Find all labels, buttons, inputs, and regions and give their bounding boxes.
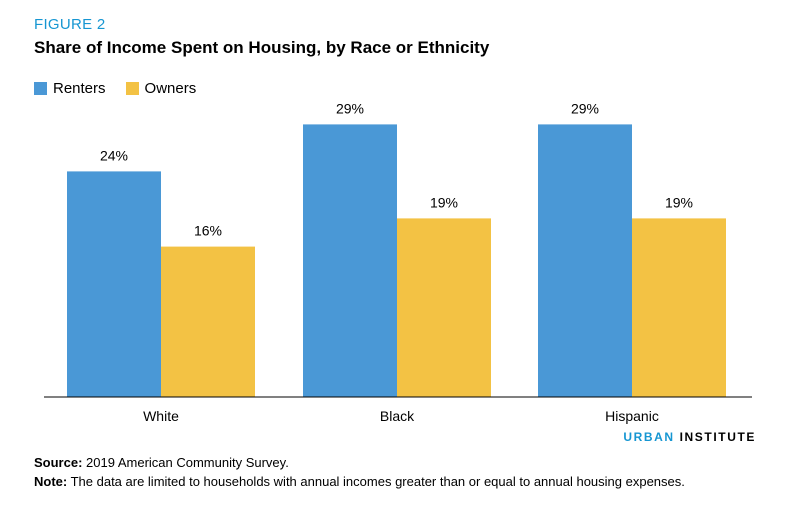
bar-renters-white xyxy=(67,171,161,397)
data-label-renters-black: 29% xyxy=(336,100,364,116)
source-note: Source: 2019 American Community Survey. xyxy=(34,453,774,472)
data-label-owners-white: 16% xyxy=(194,223,222,239)
bar-renters-black xyxy=(303,124,397,398)
bar-owners-black xyxy=(397,218,491,397)
note-text: The data are limited to households with … xyxy=(67,474,685,489)
data-label-renters-hispanic: 29% xyxy=(571,100,599,116)
data-label-owners-black: 19% xyxy=(430,194,458,210)
legend-label-owners: Owners xyxy=(144,80,197,97)
source-label: Source: xyxy=(34,455,83,470)
legend-swatch-renters xyxy=(34,82,47,95)
x-tick-label-black: Black xyxy=(380,408,415,424)
data-label-owners-hispanic: 19% xyxy=(665,194,693,210)
legend: Renters Owners xyxy=(34,80,216,97)
data-note: Note: The data are limited to households… xyxy=(34,472,774,491)
bar-owners-white xyxy=(161,246,255,397)
data-label-renters-white: 24% xyxy=(100,147,128,163)
brand-urban: URBAN xyxy=(623,430,675,444)
note-label: Note: xyxy=(34,474,68,489)
legend-item-renters: Renters xyxy=(34,80,106,97)
legend-item-owners: Owners xyxy=(125,80,197,97)
legend-swatch-owners xyxy=(125,82,139,95)
notes: Source: 2019 American Community Survey. … xyxy=(34,453,774,491)
bar-renters-hispanic xyxy=(538,124,632,398)
x-tick-label-white: White xyxy=(143,408,179,424)
figure-label: FIGURE 2 xyxy=(34,16,106,33)
chart-title: Share of Income Spent on Housing, by Rac… xyxy=(34,38,490,57)
source-text: 2019 American Community Survey. xyxy=(82,455,289,470)
x-tick-label-hispanic: Hispanic xyxy=(605,408,659,424)
brand-logo: URBAN INSTITUTE xyxy=(623,430,756,444)
bar-owners-hispanic xyxy=(632,218,726,397)
brand-institute: INSTITUTE xyxy=(679,430,756,444)
legend-label-renters: Renters xyxy=(53,80,106,97)
